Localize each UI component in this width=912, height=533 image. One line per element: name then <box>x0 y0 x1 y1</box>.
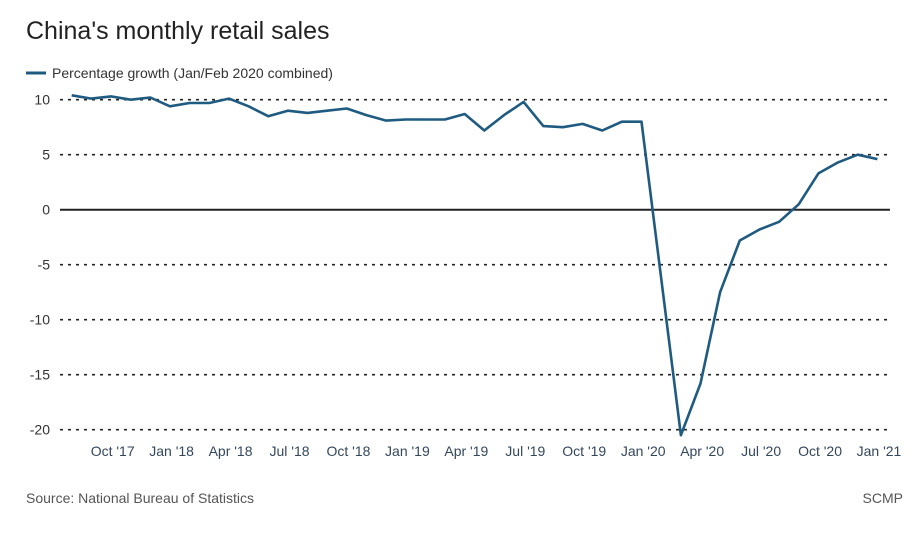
x-tick-label: Jan '18 <box>149 443 194 459</box>
chart-title: China's monthly retail sales <box>26 17 330 45</box>
x-tick-label: Jul '19 <box>505 443 545 459</box>
x-tick-label: Oct '19 <box>562 443 606 459</box>
y-axis: 10 5 0 -5 -10 -15 -20 <box>30 92 50 438</box>
y-tick-label: 5 <box>42 147 50 163</box>
legend-label: Percentage growth (Jan/Feb 2020 combined… <box>52 65 333 81</box>
x-tick-label: Apr '18 <box>209 443 253 459</box>
legend: Percentage growth (Jan/Feb 2020 combined… <box>26 65 333 81</box>
x-tick-label: Jan '20 <box>621 443 666 459</box>
y-tick-label: -20 <box>30 422 50 438</box>
y-tick-label: -15 <box>30 367 50 383</box>
y-tick-label: 10 <box>34 92 50 108</box>
y-tick-label: -10 <box>30 312 50 328</box>
y-tick-label: 0 <box>42 202 50 218</box>
credit: SCMP <box>863 490 903 506</box>
x-tick-label: Oct '17 <box>91 443 135 459</box>
x-axis: Oct '17 Jan '18 Apr '18 Jul '18 Oct '18 Jan '… <box>91 443 902 459</box>
gridlines <box>60 98 890 431</box>
series <box>71 94 878 437</box>
y-tick-label: -5 <box>38 257 51 273</box>
x-tick-label: Jan '21 <box>857 443 902 459</box>
x-tick-label: Oct '20 <box>798 443 842 459</box>
x-tick-label: Apr '20 <box>680 443 724 459</box>
x-tick-label: Jul '18 <box>269 443 309 459</box>
x-tick-label: Oct '18 <box>326 443 370 459</box>
x-tick-label: Apr '19 <box>444 443 488 459</box>
x-tick-label: Jan '19 <box>385 443 430 459</box>
x-tick-label: Jul '20 <box>741 443 781 459</box>
source-note: Source: National Bureau of Statistics <box>26 490 254 506</box>
